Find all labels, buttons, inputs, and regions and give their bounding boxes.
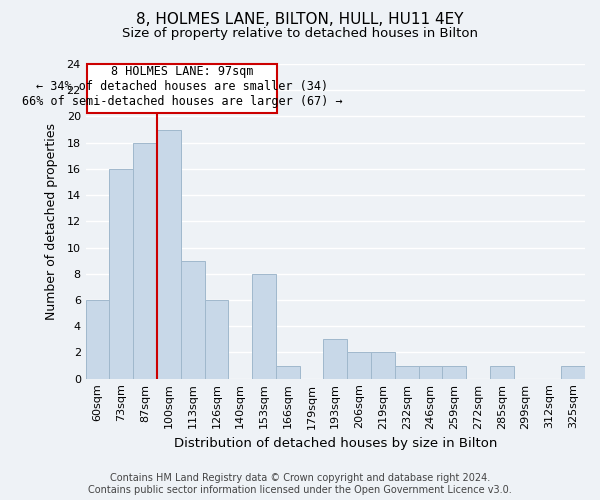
Bar [419,366,442,378]
Bar [205,300,229,378]
Bar [181,260,205,378]
Y-axis label: Number of detached properties: Number of detached properties [45,123,58,320]
X-axis label: Distribution of detached houses by size in Bilton: Distribution of detached houses by size … [173,437,497,450]
Bar [276,366,299,378]
Bar [347,352,371,378]
FancyBboxPatch shape [87,64,277,112]
Bar [157,130,181,378]
Text: 8 HOLMES LANE: 97sqm
← 34% of detached houses are smaller (34)
66% of semi-detac: 8 HOLMES LANE: 97sqm ← 34% of detached h… [22,66,342,108]
Text: Contains HM Land Registry data © Crown copyright and database right 2024.
Contai: Contains HM Land Registry data © Crown c… [88,474,512,495]
Bar [252,274,276,378]
Bar [442,366,466,378]
Bar [323,340,347,378]
Bar [490,366,514,378]
Bar [395,366,419,378]
Bar [561,366,585,378]
Bar [371,352,395,378]
Text: 8, HOLMES LANE, BILTON, HULL, HU11 4EY: 8, HOLMES LANE, BILTON, HULL, HU11 4EY [136,12,464,28]
Bar [86,300,109,378]
Text: Size of property relative to detached houses in Bilton: Size of property relative to detached ho… [122,28,478,40]
Bar [109,169,133,378]
Bar [133,142,157,378]
